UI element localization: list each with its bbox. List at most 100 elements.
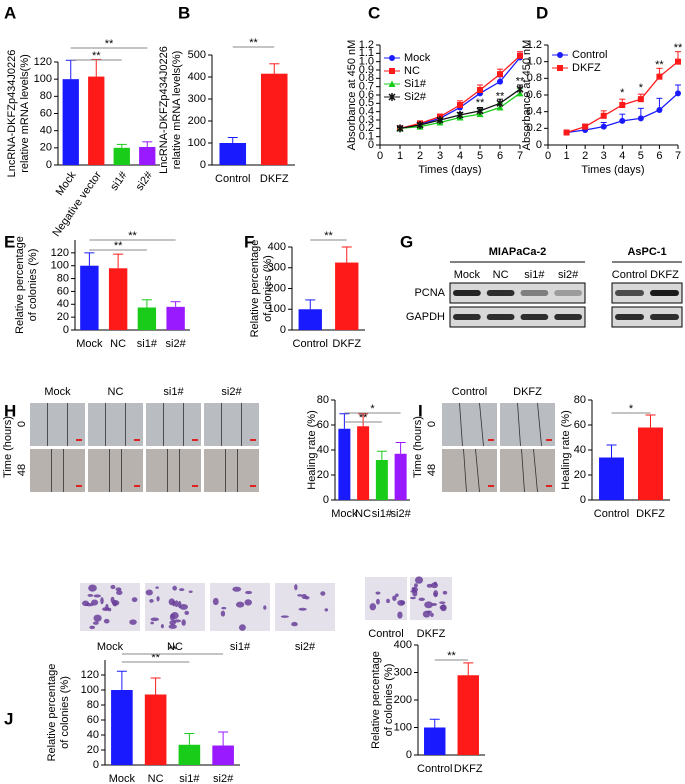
marker (600, 112, 607, 119)
y-tick-label: 100 (394, 721, 412, 733)
image-column-label: si1# (163, 386, 184, 398)
y-axis-label: Relative percentage (46, 664, 58, 762)
x-tick-label: Control (215, 173, 250, 185)
cell-blob (395, 593, 399, 597)
significance-label: ** (168, 644, 177, 656)
y-tick-label: 100 (51, 260, 69, 272)
y-tick-label: 0.6 (527, 89, 542, 101)
significance-label: * (629, 403, 634, 415)
scale-bar (488, 485, 494, 487)
legend-marker (557, 65, 563, 71)
wound-edge (533, 448, 538, 493)
marker (416, 121, 424, 129)
lane-label: si2# (558, 269, 579, 281)
y-tick-label: 0.4 (527, 106, 542, 118)
wound-edge (521, 448, 525, 493)
cell-blob (212, 597, 219, 606)
y-tick-label: 0.3 (359, 114, 374, 126)
marker (456, 111, 464, 119)
lane-label: si1# (524, 269, 545, 281)
y-tick-label: 0.8 (527, 72, 542, 84)
wound-edge (517, 402, 521, 447)
image-column-label: Mock (97, 641, 124, 653)
scale-bar (488, 439, 494, 441)
marker (457, 102, 463, 108)
y-tick-label: 300 (188, 93, 206, 105)
x-tick-label: si1# (179, 773, 200, 784)
x-tick-label: Mock (109, 773, 136, 784)
blot-box (449, 306, 586, 328)
cell-blob (184, 610, 190, 615)
cell-blob (156, 596, 160, 602)
significance-label: ** (151, 652, 160, 664)
x-tick-label: Mock (331, 508, 358, 520)
y-axis-label: of colonies (%) (59, 676, 71, 749)
cell-blob (171, 612, 179, 620)
bar (144, 694, 167, 765)
y-tick-label: 60 (87, 714, 99, 726)
y-tick-label: 0 (46, 159, 52, 171)
cell-blob (430, 582, 438, 589)
legend-label: NC (404, 65, 420, 77)
bar (260, 73, 288, 165)
marker (637, 96, 644, 103)
marker (396, 124, 404, 133)
marker (497, 78, 503, 85)
legend-label: DKFZ (572, 62, 601, 74)
cell-blob (115, 587, 122, 592)
bar (139, 146, 156, 165)
x-tick-label: Mock (54, 169, 79, 198)
y-tick-label: 0.4 (359, 106, 374, 118)
y-tick-label: 0 (280, 324, 286, 336)
y-tick-label: 0.7 (359, 81, 374, 93)
scale-bar (192, 485, 198, 487)
blot-band (650, 314, 679, 320)
image-row-title: Time (hours) (412, 416, 424, 478)
x-tick-label: 5 (638, 150, 644, 162)
significance-label: ** (674, 42, 683, 54)
y-tick-label: 0.1 (359, 131, 374, 143)
y-tick-label: 60 (317, 419, 329, 431)
x-tick-label: si1# (137, 338, 158, 350)
y-tick-label: 1.2 (527, 39, 542, 51)
marker (563, 129, 570, 136)
blot-band (615, 314, 644, 320)
y-tick-label: 0 (368, 139, 374, 151)
x-tick-label: 7 (675, 150, 681, 162)
y-tick-label: 20 (317, 469, 329, 481)
significance-label: ** (105, 38, 114, 50)
y-tick-label: 20 (574, 469, 586, 481)
cell-blob (131, 597, 138, 603)
cell-blob (375, 591, 381, 595)
cell-blob (168, 598, 175, 606)
significance-label: ** (655, 59, 664, 71)
x-tick-label: 2 (582, 150, 588, 162)
cell-blob (188, 590, 193, 593)
cell-blob (88, 584, 97, 592)
y-tick-label: 0 (406, 749, 412, 761)
scale-bar (134, 439, 140, 441)
x-tick-label: Negative vector (50, 169, 104, 239)
cell-blob (414, 583, 418, 588)
cell-blob (103, 618, 110, 624)
y-axis-label: of colonies (%) (27, 249, 39, 322)
wound-edge (537, 402, 542, 447)
blot-box (449, 282, 586, 304)
y-tick-label: 0 (536, 139, 542, 151)
y-tick-label: 0 (323, 494, 329, 506)
y-tick-label: 0.6 (359, 89, 374, 101)
scale-bar (250, 439, 256, 441)
cell-blob (297, 594, 303, 597)
marker (656, 107, 663, 113)
cell-blob (304, 595, 310, 600)
cell-blob (82, 600, 90, 607)
blot-box (611, 306, 683, 328)
panel-letter: I (418, 401, 423, 420)
lane-label: Control (612, 269, 647, 281)
x-tick-label: 5 (477, 150, 483, 162)
wound-image (146, 403, 201, 446)
blot-band (486, 290, 515, 296)
y-axis-label: Absorbance at 450 nM (346, 40, 358, 151)
x-axis-label: Times (days) (418, 164, 481, 176)
blot-band (615, 290, 644, 296)
